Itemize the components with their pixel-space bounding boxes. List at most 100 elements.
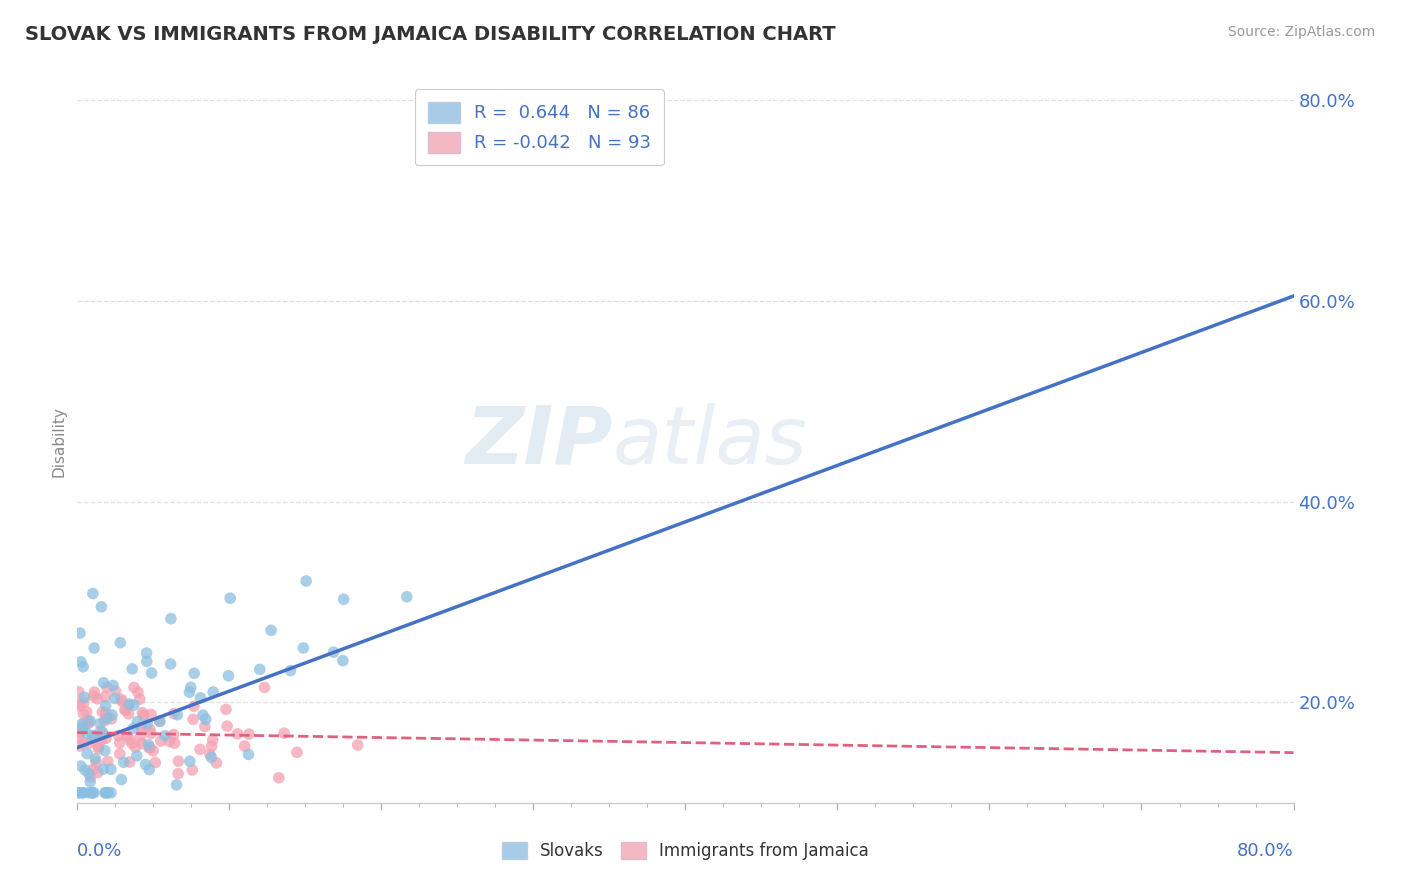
Point [108, 747, 131, 761]
Point [166, 778, 188, 792]
Point [86, 691, 108, 706]
Point [111, 694, 134, 708]
Point [72, 786, 94, 800]
Point [77, 736, 100, 750]
Point [104, 684, 127, 698]
Point [139, 707, 162, 722]
Point [107, 729, 129, 743]
Point [253, 681, 276, 695]
Point [167, 754, 190, 768]
Point [179, 685, 201, 699]
Point [83, 729, 105, 743]
Point [132, 708, 155, 723]
Point [143, 756, 166, 770]
Point [183, 666, 205, 681]
Point [153, 729, 176, 743]
Point [205, 756, 228, 770]
Point [77, 714, 100, 728]
Point [122, 698, 145, 712]
Point [233, 739, 256, 753]
Point [91, 725, 114, 739]
Point [110, 772, 132, 787]
Text: 80.0%: 80.0% [1237, 842, 1294, 860]
Point [73, 696, 96, 710]
Point [292, 640, 315, 655]
Point [129, 720, 152, 734]
Point [100, 712, 122, 726]
Point [82, 586, 104, 600]
Point [83, 640, 105, 655]
Point [139, 740, 162, 755]
Text: 0.0%: 0.0% [77, 842, 122, 860]
Text: Source: ZipAtlas.com: Source: ZipAtlas.com [1227, 25, 1375, 39]
Point [73, 690, 96, 705]
Point [77, 786, 100, 800]
Point [97, 754, 120, 768]
Point [110, 635, 132, 649]
Point [83, 786, 105, 800]
Point [77, 716, 100, 731]
Point [79, 770, 101, 784]
Point [194, 720, 217, 734]
Point [83, 689, 105, 703]
Point [118, 697, 141, 711]
Point [100, 786, 122, 800]
Point [332, 654, 354, 668]
Point [75, 763, 97, 777]
Point [131, 706, 153, 720]
Point [167, 766, 190, 780]
Point [139, 726, 162, 740]
Point [89, 716, 111, 731]
Point [141, 665, 163, 680]
Point [295, 574, 318, 588]
Point [94, 743, 117, 757]
Point [163, 706, 186, 721]
Point [322, 645, 344, 659]
Point [87, 739, 110, 754]
Point [157, 734, 180, 748]
Point [149, 734, 172, 748]
Point [273, 726, 295, 740]
Point [135, 757, 157, 772]
Point [72, 786, 94, 800]
Point [72, 706, 94, 721]
Point [94, 690, 117, 704]
Text: SLOVAK VS IMMIGRANTS FROM JAMAICA DISABILITY CORRELATION CHART: SLOVAK VS IMMIGRANTS FROM JAMAICA DISABI… [25, 25, 837, 44]
Point [125, 748, 148, 763]
Point [128, 692, 150, 706]
Point [96, 712, 118, 726]
Point [115, 729, 138, 743]
Point [101, 678, 124, 692]
Text: atlas: atlas [613, 402, 807, 481]
Point [163, 736, 186, 750]
Point [191, 708, 214, 723]
Point [72, 721, 94, 735]
Point [117, 698, 139, 713]
Point [94, 706, 117, 720]
Point [217, 719, 239, 733]
Point [84, 755, 107, 769]
Point [72, 723, 94, 737]
Point [82, 763, 104, 777]
Point [94, 786, 117, 800]
Point [200, 750, 222, 764]
Point [76, 747, 98, 761]
Point [122, 681, 145, 695]
Point [135, 655, 157, 669]
Point [70, 655, 93, 669]
Point [69, 739, 91, 753]
Point [96, 786, 118, 800]
Point [118, 706, 141, 721]
Point [181, 763, 204, 777]
Point [127, 714, 149, 729]
Point [82, 786, 104, 800]
Point [118, 732, 141, 747]
Point [108, 736, 131, 750]
Point [93, 762, 115, 776]
Point [179, 754, 201, 768]
Point [72, 736, 94, 750]
Point [90, 599, 112, 614]
Point [91, 705, 114, 719]
Point [114, 703, 136, 717]
Point [332, 592, 354, 607]
